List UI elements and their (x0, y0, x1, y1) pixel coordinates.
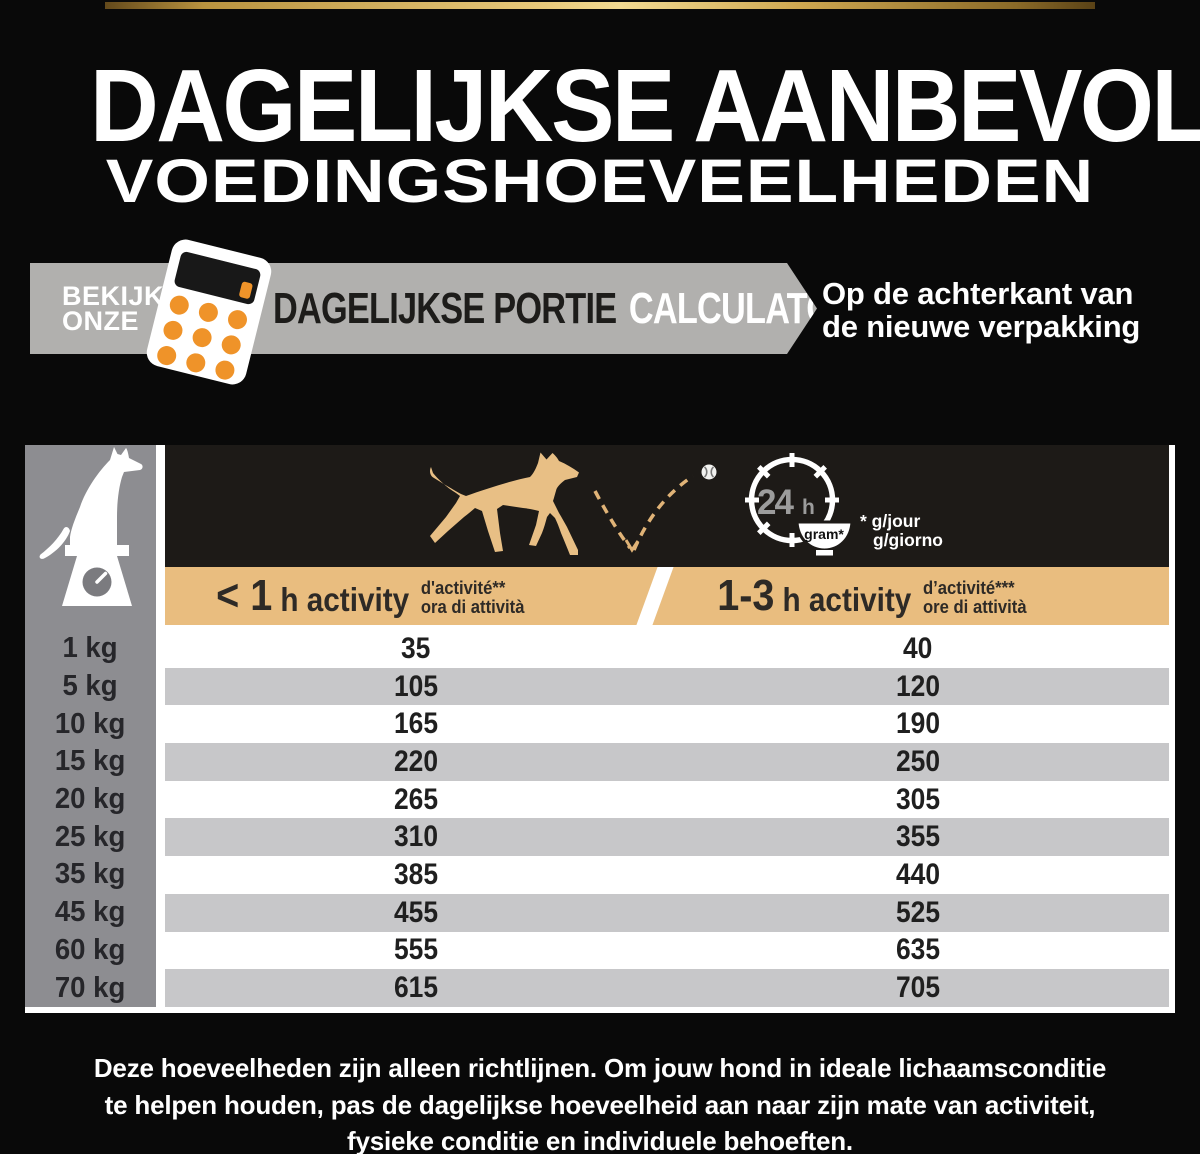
portion-value: 355 (895, 820, 941, 854)
weight-label: 20 kg (55, 783, 126, 816)
weight-label: 35 kg (55, 858, 126, 891)
units-line2: g/giorno (873, 530, 943, 550)
weight-label: 25 kg (55, 820, 126, 853)
table-row: 455 525 (165, 893, 1169, 932)
banner-note: Op de achterkant van de nieuwe verpakkin… (822, 277, 1140, 343)
portion-value: 705 (895, 971, 941, 1005)
calculator-button (184, 351, 208, 375)
calculator-banner-ribbon: BEKIJK ONZE DAGELIJKSE PORTIE CALCULATOR (30, 263, 817, 354)
activity-high-sublabels: d’activité*** ore di attività (923, 578, 1027, 616)
calculator-buttons (155, 293, 250, 382)
portion-value: 165 (393, 707, 439, 741)
disclaimer-line2: te helpen houden, pas de dagelijkse hoev… (104, 1089, 1096, 1120)
calculator-icon (143, 236, 275, 388)
activity-high-sub1: d’activité*** (923, 577, 1015, 598)
portion-value: 265 (393, 782, 439, 816)
banner-note-line1: Op de achterkant van (822, 276, 1134, 311)
weight-label: 70 kg (55, 971, 126, 1004)
table-row: 385 440 (165, 856, 1169, 894)
activity-header-low: < 1 h activity d'activité** ora di attiv… (165, 567, 667, 625)
clock-value-label: 24 (757, 483, 794, 522)
table-row: 35 40 (165, 630, 1169, 668)
banner-kicker-line1: BEKIJK (62, 280, 165, 311)
bowl-label: gram* (804, 526, 844, 542)
weight-label: 1 kg (62, 632, 119, 665)
disclaimer-text: Deze hoeveelheden zijn alleen richtlijne… (0, 1050, 1200, 1154)
calculator-button (190, 326, 214, 350)
banner-labels: DAGELIJKSE PORTIE CALCULATOR (273, 263, 856, 354)
activity-high-sub2: ore di attività (923, 596, 1027, 617)
portion-value: 40 (903, 631, 933, 665)
calculator-button (167, 293, 191, 317)
calculator-screen-chip (238, 281, 254, 300)
calculator-button (213, 358, 237, 382)
banner-kicker: BEKIJK ONZE (62, 284, 164, 334)
activity-low-sub2: ora di attività (420, 596, 525, 617)
food-bowl-icon (795, 520, 854, 552)
table-row: 165 190 (165, 705, 1169, 743)
calculator-button (225, 308, 250, 332)
activity-header-row: < 1 h activity d'activité** ora di attiv… (165, 567, 1169, 625)
activity-low-label: h activity (280, 581, 409, 618)
calculator-button (155, 344, 179, 368)
weight-label: 5 kg (62, 670, 119, 703)
table-rows: 35 40 105 120 165 190 220 250 265 305 (165, 630, 1169, 1007)
portion-value: 455 (393, 895, 439, 929)
portion-value: 35 (401, 631, 431, 665)
units-note: * g/jour g/giorno (860, 512, 943, 550)
activity-low-sublabels: d'activité** ora di attività (421, 578, 525, 616)
page-title-line1: DAGELIJKSE AANBEVOLEN (90, 48, 1200, 164)
table-row: 220 250 (165, 743, 1169, 781)
portion-value: 385 (393, 857, 439, 891)
portion-value: 440 (895, 857, 941, 891)
activity-high-prefix: 1-3 (717, 571, 775, 620)
portion-value: 310 (393, 820, 439, 854)
bouncing-ball-icon (593, 464, 717, 553)
activity-low-sub1: d'activité** (420, 577, 506, 598)
portion-value: 555 (393, 933, 439, 967)
table-row: 310 355 (165, 818, 1169, 857)
weight-column: 1 kg 5 kg 10 kg 15 kg 20 kg 25 kg 35 kg … (25, 445, 156, 1007)
24h-clock-icon: 24 h gram* (745, 453, 854, 556)
portion-value: 105 (393, 669, 439, 703)
disclaimer-line3: fysieke conditie en individuele behoefte… (347, 1126, 853, 1154)
activity-low-prefix: < 1 (215, 571, 272, 620)
portion-value: 220 (393, 744, 439, 778)
banner-label-dark: DAGELIJKSE PORTIE (273, 283, 617, 333)
weight-label: 10 kg (55, 707, 126, 740)
table-data-area: 24 h gram* * g/jour g/giorno < 1 h activ… (165, 445, 1169, 1007)
weight-label: 15 kg (55, 745, 126, 778)
portion-value: 190 (895, 707, 941, 741)
table-row: 265 305 (165, 781, 1169, 819)
calculator-button (196, 300, 220, 324)
portion-value: 525 (895, 895, 941, 929)
table-row: 615 705 (165, 969, 1169, 1007)
calculator-button (219, 333, 243, 357)
portion-value: 120 (895, 669, 941, 703)
brand-gold-bar (105, 2, 1095, 9)
feeding-table: 1 kg 5 kg 10 kg 15 kg 20 kg 25 kg 35 kg … (25, 445, 1175, 1013)
activity-high-label: h activity (782, 581, 912, 618)
units-line1: * g/jour (860, 511, 921, 531)
calculator-button (161, 318, 185, 342)
table-row: 555 635 (165, 932, 1169, 970)
page-title-line2: VOEDINGSHOEVEELHEDEN (105, 146, 1095, 216)
portion-value: 615 (393, 971, 439, 1005)
table-header-illustration: 24 h gram* * g/jour g/giorno (165, 445, 1169, 567)
clock-unit-label: h (802, 496, 815, 519)
weight-labels: 1 kg 5 kg 10 kg 15 kg 20 kg 25 kg 35 kg … (25, 630, 156, 1007)
banner-kicker-line2: ONZE (62, 305, 140, 336)
banner-note-line2: de nieuwe verpakking (822, 309, 1141, 344)
portion-value: 635 (895, 933, 941, 967)
weight-label: 60 kg (55, 933, 126, 966)
running-dog-icon (430, 452, 579, 555)
portion-value: 250 (895, 744, 941, 778)
table-row: 105 120 (165, 667, 1169, 706)
disclaimer-line1: Deze hoeveelheden zijn alleen richtlijne… (93, 1053, 1107, 1083)
activity-header-high: 1-3 h activity d’activité*** ore di atti… (667, 567, 1169, 625)
dog-on-scale-icon (39, 447, 143, 606)
weight-label: 45 kg (55, 896, 126, 929)
portion-value: 305 (895, 782, 941, 816)
